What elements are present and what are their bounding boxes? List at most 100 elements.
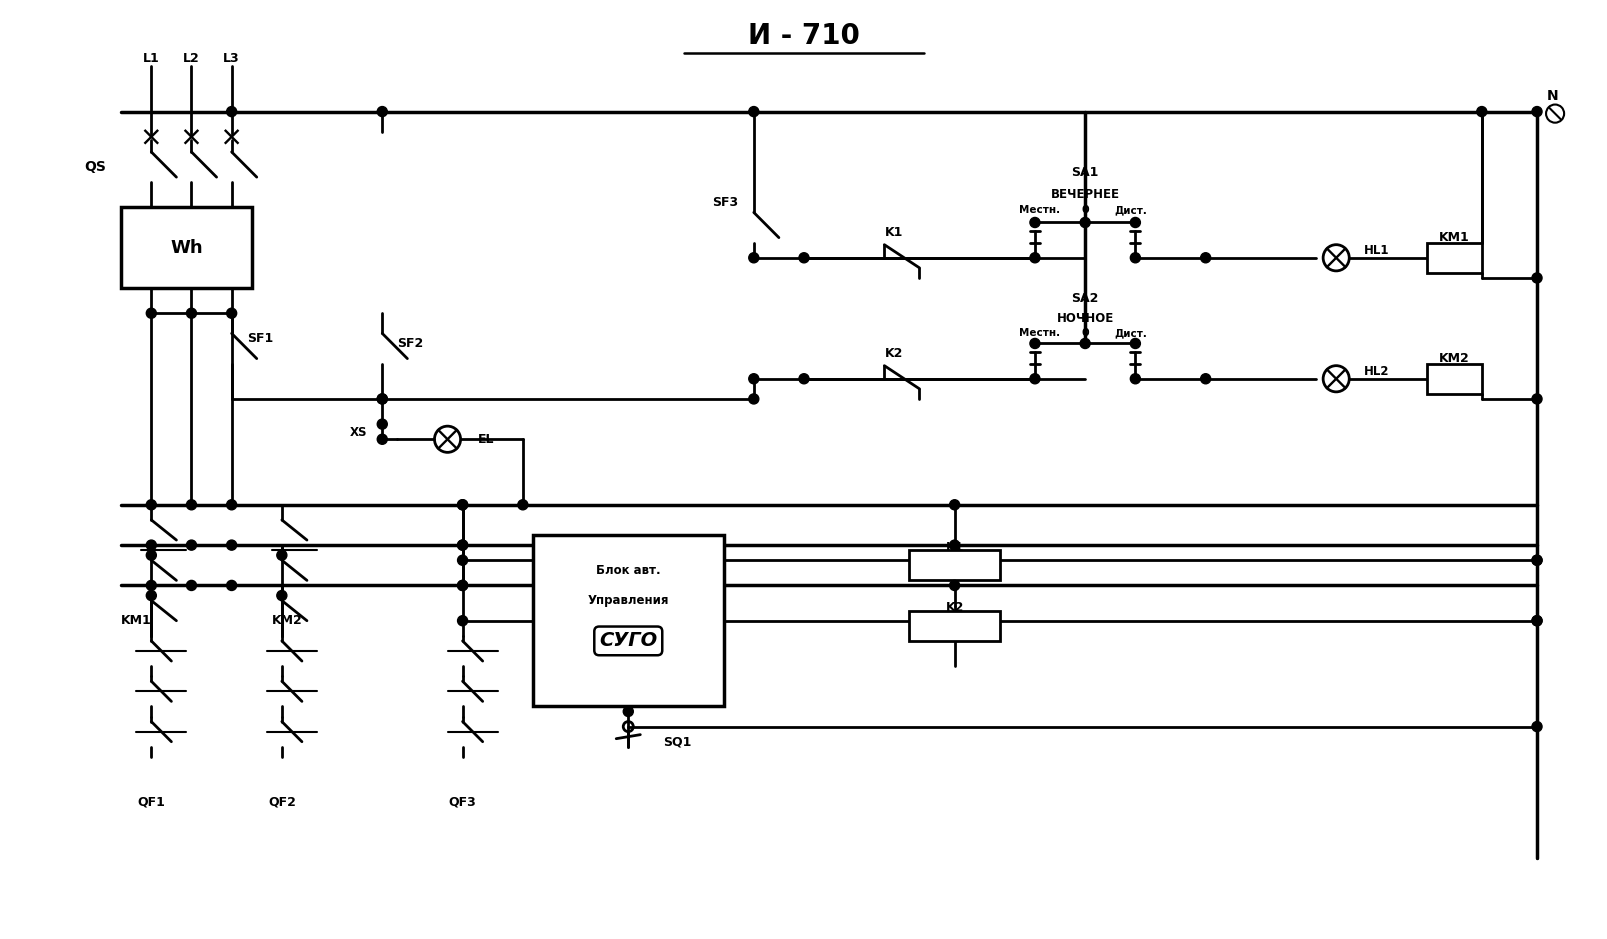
- Circle shape: [749, 393, 759, 404]
- Text: QF1: QF1: [137, 795, 166, 808]
- Text: HL2: HL2: [1363, 365, 1388, 378]
- Text: Местн.: Местн.: [1019, 329, 1061, 338]
- Circle shape: [1200, 374, 1210, 384]
- Circle shape: [227, 500, 236, 510]
- Circle shape: [227, 580, 236, 591]
- Text: QS: QS: [84, 160, 106, 174]
- Circle shape: [1531, 555, 1541, 565]
- Text: 0: 0: [1080, 329, 1088, 338]
- Circle shape: [146, 500, 156, 510]
- Circle shape: [227, 106, 236, 116]
- Circle shape: [458, 580, 468, 591]
- Text: НОЧНОЕ: НОЧНОЕ: [1056, 312, 1114, 325]
- Text: HL1: HL1: [1363, 244, 1388, 257]
- Circle shape: [624, 706, 633, 716]
- Text: Дист.: Дист.: [1114, 329, 1146, 338]
- Text: Дист.: Дист.: [1114, 206, 1146, 215]
- Text: 0: 0: [1080, 206, 1088, 215]
- Text: ВЕЧЕРНЕЕ: ВЕЧЕРНЕЕ: [1049, 188, 1118, 201]
- Text: KM1: KM1: [121, 614, 151, 627]
- Circle shape: [146, 591, 156, 601]
- Circle shape: [458, 500, 468, 510]
- Circle shape: [1531, 721, 1541, 731]
- Text: KM1: KM1: [1438, 231, 1469, 244]
- Text: KM2: KM2: [272, 614, 302, 627]
- Text: KM2: KM2: [1438, 352, 1469, 365]
- Circle shape: [1531, 616, 1541, 625]
- Circle shape: [1531, 555, 1541, 565]
- Text: SA2: SA2: [1070, 292, 1098, 304]
- Circle shape: [146, 550, 156, 561]
- Circle shape: [1080, 338, 1090, 348]
- Circle shape: [458, 616, 468, 625]
- Bar: [1425, 363, 1482, 393]
- Circle shape: [1030, 218, 1040, 227]
- Circle shape: [749, 374, 759, 384]
- Text: SF2: SF2: [397, 337, 423, 350]
- Text: SF1: SF1: [246, 331, 273, 345]
- Bar: [121, 208, 252, 288]
- Circle shape: [1030, 374, 1040, 384]
- Circle shape: [1531, 393, 1541, 404]
- Text: SA1: SA1: [1070, 165, 1098, 178]
- Circle shape: [378, 106, 387, 116]
- Text: QF2: QF2: [268, 795, 296, 808]
- Text: QF3: QF3: [448, 795, 476, 808]
- Text: L3: L3: [223, 52, 239, 65]
- Circle shape: [1130, 253, 1139, 263]
- Circle shape: [1030, 253, 1040, 263]
- Circle shape: [378, 393, 387, 404]
- Circle shape: [458, 540, 468, 550]
- Circle shape: [186, 308, 196, 318]
- Text: EL: EL: [477, 433, 493, 446]
- Circle shape: [146, 580, 156, 591]
- Circle shape: [950, 540, 959, 550]
- Circle shape: [1130, 374, 1139, 384]
- Circle shape: [749, 106, 759, 116]
- Bar: [910, 550, 1000, 580]
- Text: Блок авт.: Блок авт.: [596, 563, 660, 577]
- Text: Местн.: Местн.: [1019, 206, 1061, 215]
- Text: K1: K1: [945, 541, 963, 554]
- Text: K2: K2: [945, 601, 963, 614]
- Circle shape: [517, 500, 527, 510]
- Circle shape: [378, 434, 387, 444]
- Circle shape: [378, 393, 387, 404]
- Text: XS: XS: [349, 425, 366, 439]
- Circle shape: [1130, 338, 1139, 348]
- Circle shape: [1531, 106, 1541, 116]
- Circle shape: [276, 591, 286, 601]
- Circle shape: [146, 308, 156, 318]
- Circle shape: [458, 540, 468, 550]
- Circle shape: [1531, 273, 1541, 283]
- Text: SQ1: SQ1: [664, 735, 691, 748]
- Bar: [532, 535, 723, 706]
- Circle shape: [1475, 106, 1486, 116]
- Text: SF3: SF3: [712, 196, 738, 208]
- Circle shape: [799, 253, 808, 263]
- Circle shape: [458, 500, 468, 510]
- Text: N: N: [1546, 89, 1557, 103]
- Circle shape: [276, 550, 286, 561]
- Circle shape: [950, 580, 959, 591]
- Text: И - 710: И - 710: [747, 22, 860, 50]
- Text: Wh: Wh: [170, 239, 202, 256]
- Circle shape: [1130, 218, 1139, 227]
- Circle shape: [749, 253, 759, 263]
- Circle shape: [1080, 218, 1090, 227]
- Bar: [1425, 242, 1482, 273]
- Circle shape: [950, 500, 959, 510]
- Circle shape: [1200, 253, 1210, 263]
- Bar: [910, 610, 1000, 641]
- Text: СУГО: СУГО: [599, 631, 657, 651]
- Circle shape: [186, 500, 196, 510]
- Circle shape: [378, 419, 387, 429]
- Circle shape: [458, 555, 468, 565]
- Text: L2: L2: [183, 52, 199, 65]
- Circle shape: [458, 580, 468, 591]
- Text: L1: L1: [143, 52, 159, 65]
- Circle shape: [1531, 616, 1541, 625]
- Text: K1: K1: [884, 226, 903, 239]
- Circle shape: [146, 540, 156, 550]
- Circle shape: [227, 308, 236, 318]
